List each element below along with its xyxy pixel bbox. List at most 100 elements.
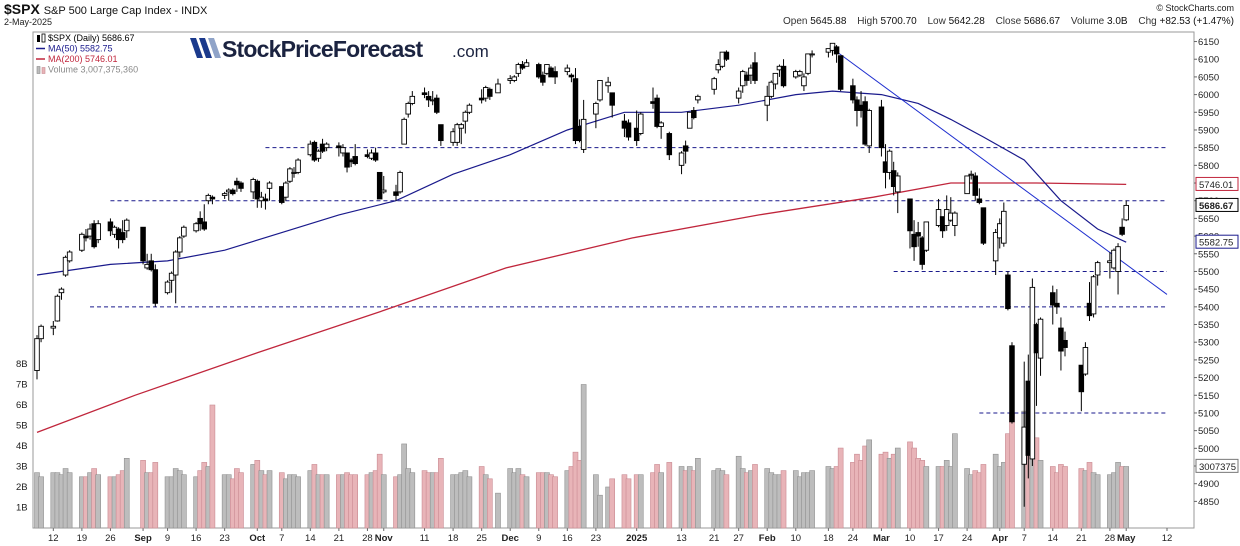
candle: [168, 271, 175, 293]
candle: [466, 103, 473, 115]
candle-body: [992, 232, 999, 262]
candle-body: [58, 288, 65, 294]
price-tag-volume: 3007375: [1199, 462, 1236, 473]
candle: [376, 171, 383, 200]
candle-body: [340, 147, 346, 154]
candle-body: [119, 232, 126, 241]
x-tick-label: 23: [219, 533, 230, 544]
y-tick-label: 5000: [1198, 444, 1219, 455]
exchange: INDX: [181, 5, 208, 17]
candle: [1054, 289, 1060, 314]
candle-body: [95, 223, 101, 241]
brand-mark-stripe: [190, 38, 203, 58]
x-tick-label: 2025: [626, 533, 648, 544]
candle-body: [177, 237, 183, 253]
candle-body: [372, 152, 379, 161]
candle: [735, 87, 742, 104]
candle-body: [536, 64, 542, 78]
candle: [34, 335, 40, 380]
candle: [1115, 243, 1121, 295]
y-tick-label: 5200: [1198, 373, 1219, 384]
candle: [119, 220, 126, 244]
x-tick-label: 23: [591, 533, 602, 544]
candle: [666, 131, 673, 161]
x-tick-label: 11: [420, 533, 430, 544]
candle: [511, 75, 518, 83]
volume-bar: [266, 470, 273, 529]
candle: [907, 198, 913, 249]
candle-body: [878, 106, 885, 149]
x-tick-label: 24: [962, 533, 973, 544]
candle: [1078, 364, 1085, 412]
y-tick-label: 5300: [1198, 338, 1219, 349]
candle-body: [487, 88, 493, 97]
candle-body: [1078, 364, 1085, 393]
candle-body: [605, 81, 611, 87]
price-tag-box: [1195, 197, 1239, 212]
candle-body: [254, 180, 261, 200]
candle: [723, 50, 730, 61]
candle-body: [230, 189, 236, 195]
candle: [866, 108, 872, 153]
candle: [315, 149, 322, 162]
volume-bar: [295, 476, 301, 529]
candle: [658, 121, 664, 139]
candle-body: [376, 171, 383, 200]
volume-bar: [1037, 460, 1044, 529]
volume-bar: [38, 476, 44, 529]
candle-body: [711, 78, 717, 90]
candle: [438, 124, 444, 146]
candle-body: [797, 71, 803, 76]
candle-body: [425, 95, 432, 101]
candle: [1062, 331, 1068, 357]
price-tag-box: [1195, 458, 1239, 473]
x-tick-label: Mar: [873, 533, 890, 544]
candle-body: [972, 175, 979, 196]
candle: [434, 94, 440, 115]
candle-body: [1058, 327, 1064, 352]
candle-body: [197, 217, 203, 225]
brand-name: StockPriceForecast: [222, 36, 424, 62]
candle: [523, 59, 530, 67]
candle: [1037, 317, 1044, 376]
candle-body: [964, 175, 970, 195]
volume-bar: [1123, 466, 1130, 529]
volume-bar: [658, 472, 664, 529]
candle-body: [580, 118, 587, 150]
candle-body: [837, 55, 844, 90]
candle-body: [140, 226, 146, 262]
high-value: 5700.70: [880, 16, 917, 27]
candle-body: [352, 156, 358, 165]
candle: [421, 87, 428, 99]
candle-body: [886, 150, 893, 173]
candle-body: [564, 67, 571, 73]
candle: [633, 110, 640, 146]
chart-title: $SPX S&P 500 Large Cap Index - INDX: [4, 1, 208, 17]
candle: [1050, 285, 1056, 325]
candle-body: [1001, 210, 1007, 244]
candle-body: [287, 168, 293, 182]
candle: [850, 78, 856, 104]
brand-tld: .com: [452, 42, 489, 61]
candle-body: [907, 198, 913, 232]
candle-body: [323, 143, 330, 149]
candle: [572, 68, 579, 145]
x-tick-label: 18: [823, 533, 834, 544]
x-tick-label: 14: [305, 533, 316, 544]
candle-body: [866, 110, 872, 147]
candle: [405, 101, 411, 118]
x-tick-label: 10: [790, 533, 801, 544]
x-tick-label: 27: [733, 533, 744, 544]
candle-body: [633, 127, 640, 142]
volume-bar: [780, 470, 787, 529]
candle: [336, 142, 342, 157]
y-tick-label: 5400: [1198, 302, 1219, 313]
candle: [801, 73, 807, 92]
y-tick-label: 5250: [1198, 355, 1219, 366]
legend-entry: MA(200) 5746.01: [48, 54, 118, 64]
candle: [409, 91, 416, 106]
volume-bar: [837, 447, 844, 529]
candle-body: [1005, 274, 1011, 310]
volume-bar: [323, 474, 330, 529]
